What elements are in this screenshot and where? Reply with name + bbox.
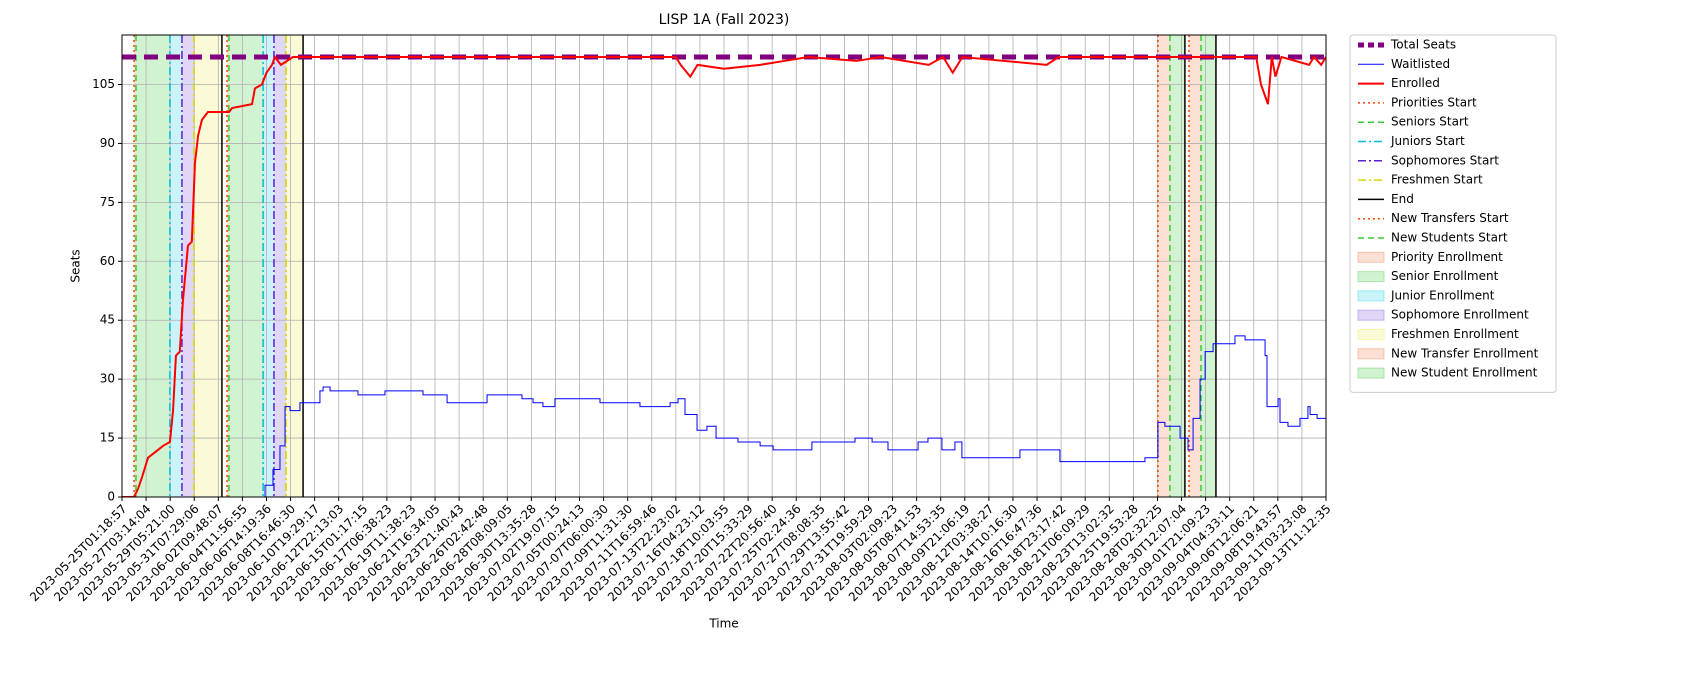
enrollment-span bbox=[1169, 35, 1185, 497]
legend-label: New Students Start bbox=[1391, 231, 1508, 245]
legend-swatch bbox=[1357, 290, 1385, 302]
x-axis-label: Time bbox=[708, 617, 738, 631]
legend-label: Sophomore Enrollment bbox=[1391, 308, 1529, 322]
enrollment-span bbox=[134, 35, 136, 497]
enrollment-span bbox=[273, 35, 286, 497]
legend-swatch bbox=[1357, 348, 1385, 360]
legend-label: Senior Enrollment bbox=[1391, 269, 1499, 283]
enrollment-span bbox=[169, 35, 182, 497]
y-tick-label: 60 bbox=[100, 254, 115, 268]
enrollment-span bbox=[226, 35, 229, 497]
legend-label: New Transfers Start bbox=[1391, 211, 1509, 225]
y-tick-label: 15 bbox=[100, 431, 115, 445]
legend-swatch bbox=[1357, 329, 1385, 340]
plot-frame bbox=[121, 34, 1327, 498]
chart-title: LISP 1A (Fall 2023) bbox=[659, 12, 790, 28]
legend-swatch bbox=[1357, 271, 1385, 283]
legend-swatch bbox=[1357, 367, 1385, 379]
legend-label: Junior Enrollment bbox=[1390, 288, 1495, 302]
enrollment-span bbox=[1201, 35, 1216, 497]
legend-label: Freshmen Start bbox=[1391, 173, 1483, 187]
legend-label: Priority Enrollment bbox=[1391, 250, 1503, 264]
legend-label: Juniors Start bbox=[1390, 134, 1465, 148]
y-tick-label: 0 bbox=[107, 490, 115, 504]
y-axis-label: Seats bbox=[69, 249, 83, 282]
legend-label: New Student Enrollment bbox=[1391, 366, 1538, 380]
legend-swatch bbox=[1357, 251, 1385, 263]
legend-label: Waitlisted bbox=[1391, 57, 1450, 71]
enrollment-span bbox=[135, 35, 170, 497]
legend-label: End bbox=[1391, 192, 1414, 206]
enrollment-span bbox=[1188, 35, 1202, 497]
y-tick-label: 30 bbox=[100, 372, 115, 386]
series-line bbox=[122, 54, 1326, 497]
legend-label: Sophomores Start bbox=[1391, 153, 1499, 167]
legend-label: Freshmen Enrollment bbox=[1391, 327, 1519, 341]
series-line bbox=[263, 335, 1326, 497]
enrollment-span bbox=[181, 35, 194, 497]
y-tick-label: 90 bbox=[100, 136, 115, 150]
legend-label: Total Seats bbox=[1390, 38, 1456, 52]
enrollment-span bbox=[193, 35, 222, 497]
enrollment-span bbox=[263, 35, 274, 497]
legend-label: Seniors Start bbox=[1391, 115, 1469, 129]
y-tick-label: 75 bbox=[100, 195, 115, 209]
y-tick-label: 105 bbox=[92, 77, 115, 91]
legend-label: New Transfer Enrollment bbox=[1391, 346, 1539, 360]
enrollment-span bbox=[285, 35, 304, 497]
legend-label: Enrolled bbox=[1391, 76, 1440, 90]
legend-box bbox=[1349, 34, 1557, 393]
enrollment-span bbox=[1157, 35, 1170, 497]
legend-label: Priorities Start bbox=[1391, 95, 1477, 109]
y-tick-label: 45 bbox=[100, 313, 115, 327]
enrollment-span bbox=[228, 35, 264, 497]
legend-swatch bbox=[1357, 309, 1385, 321]
